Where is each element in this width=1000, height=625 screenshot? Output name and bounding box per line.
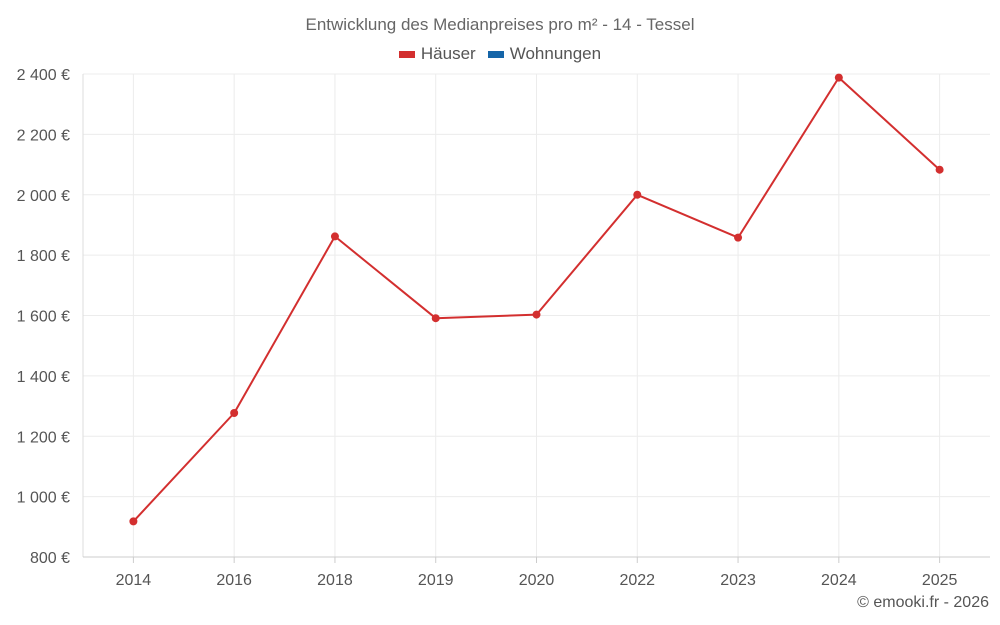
x-tick-label: 2022 [619,572,655,589]
x-tick-label: 2024 [821,572,857,589]
data-point [431,314,440,323]
y-tick-label: 1 000 € [17,490,70,507]
data-point [230,409,239,418]
x-tick-label: 2023 [720,572,756,589]
x-tick-label: 2016 [216,572,252,589]
legend-swatch-haeuser [398,50,415,58]
y-tick-label: 1 800 € [17,248,70,265]
y-tick-label: 1 200 € [17,429,70,446]
y-tick-label: 2 400 € [17,67,70,84]
y-tick-label: 1 600 € [17,309,70,326]
data-point [935,165,944,174]
series-layer [129,73,944,526]
data-point [330,232,339,241]
x-tick-label: 2020 [519,572,555,589]
x-tick-label: 2014 [116,572,152,589]
data-point [633,190,642,199]
x-tick-label: 2019 [418,572,454,589]
x-tick-label: 2025 [922,572,958,589]
legend-swatch-wohnungen [487,50,504,58]
data-point [129,517,138,526]
y-tick-label: 800 € [30,550,70,567]
x-tick-label: 2018 [317,572,353,589]
data-point [532,310,541,319]
chart-title: Entwicklung des Medianpreises pro m² - 1… [305,15,695,34]
credit-text: © emooki.fr - 2026 [857,594,989,611]
y-tick-label: 1 400 € [17,369,70,386]
y-tick-label: 2 200 € [17,127,70,144]
legend-item-haeuser[interactable]: Häuser [398,44,476,64]
legend: Häuser Wohnungen [0,44,1000,64]
legend-label-wohnungen: Wohnungen [509,44,602,63]
data-point [834,73,843,82]
legend-label-haeuser: Häuser [420,44,476,63]
legend-item-wohnungen[interactable]: Wohnungen [487,44,602,64]
axes: 800 € 1 000 € 1 200 € 1 400 € 1 600 € 1 800 €… [17,67,990,589]
y-tick-label: 2 000 € [17,188,70,205]
data-point [734,233,743,242]
